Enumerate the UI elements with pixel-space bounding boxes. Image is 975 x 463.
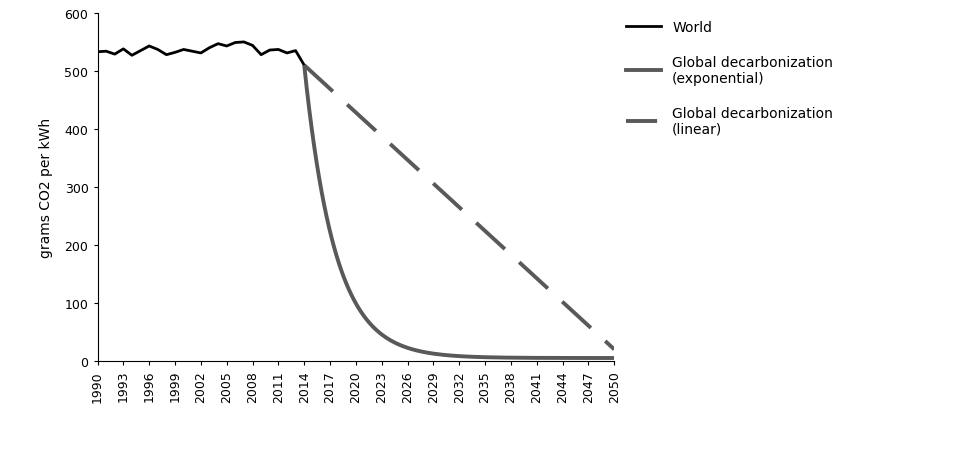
Y-axis label: grams CO2 per kWh: grams CO2 per kWh [39, 118, 54, 257]
Legend: World, Global decarbonization
(exponential), Global decarbonization
(linear): World, Global decarbonization (exponenti… [626, 21, 833, 137]
